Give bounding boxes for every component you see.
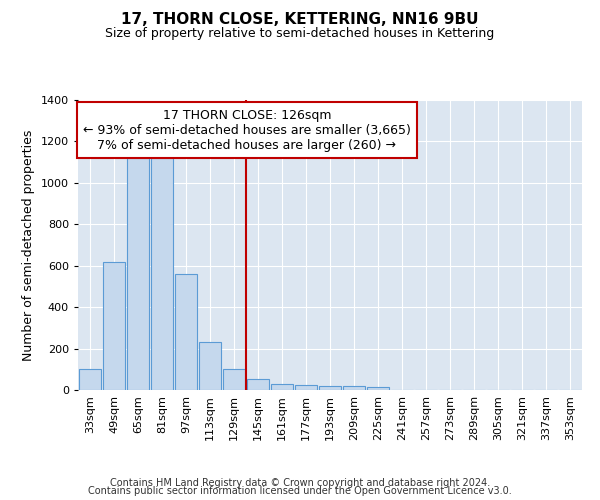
Bar: [271, 384, 293, 390]
Bar: [247, 378, 269, 390]
Bar: [343, 386, 365, 390]
Text: Contains HM Land Registry data © Crown copyright and database right 2024.: Contains HM Land Registry data © Crown c…: [110, 478, 490, 488]
Bar: [367, 387, 389, 390]
Text: 17 THORN CLOSE: 126sqm
← 93% of semi-detached houses are smaller (3,665)
7% of s: 17 THORN CLOSE: 126sqm ← 93% of semi-det…: [83, 108, 411, 152]
Bar: [151, 158, 173, 390]
Bar: [199, 342, 221, 390]
Y-axis label: Number of semi-detached properties: Number of semi-detached properties: [22, 130, 35, 360]
Text: Contains public sector information licensed under the Open Government Licence v3: Contains public sector information licen…: [88, 486, 512, 496]
Bar: [127, 158, 149, 390]
Text: 17, THORN CLOSE, KETTERING, NN16 9BU: 17, THORN CLOSE, KETTERING, NN16 9BU: [121, 12, 479, 28]
Text: Size of property relative to semi-detached houses in Kettering: Size of property relative to semi-detach…: [106, 28, 494, 40]
Bar: [103, 262, 125, 390]
Bar: [79, 370, 101, 390]
Bar: [223, 370, 245, 390]
Bar: [295, 385, 317, 390]
Bar: [319, 386, 341, 390]
Bar: [175, 274, 197, 390]
